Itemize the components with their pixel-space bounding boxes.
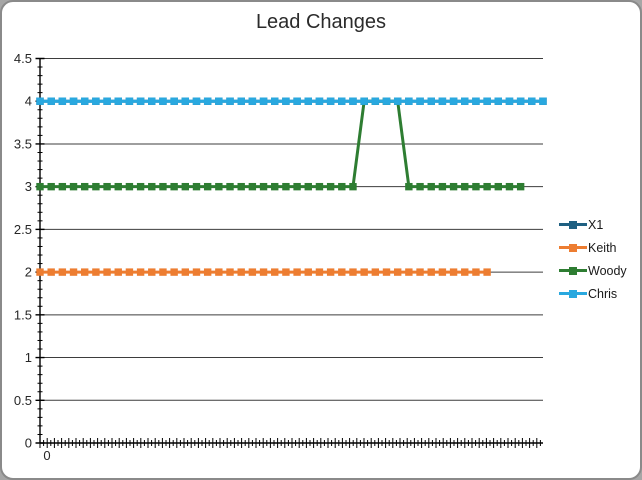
legend-key-x1 (559, 220, 587, 229)
legend-item-woody: Woody (559, 259, 627, 282)
svg-text:0: 0 (25, 436, 32, 451)
svg-text:4: 4 (25, 94, 32, 109)
svg-text:2.5: 2.5 (14, 222, 32, 237)
legend-label-keith: Keith (588, 240, 617, 255)
legend-key-keith (559, 243, 587, 252)
legend-label-chris: Chris (588, 286, 618, 301)
legend-label-woody: Woody (588, 263, 627, 278)
legend-square-marker-icon (569, 243, 577, 252)
chart-title: Lead Changes (255, 11, 387, 33)
legend-label-x1: X1 (588, 217, 604, 232)
chart-legend: X1 Keith Woody Chris (559, 213, 627, 305)
legend-square-marker-icon (569, 220, 577, 229)
legend-item-x1: X1 (559, 213, 627, 236)
svg-text:0.5: 0.5 (14, 393, 32, 408)
legend-square-marker-icon (569, 266, 577, 275)
svg-text:4.5: 4.5 (14, 51, 32, 66)
svg-text:1.5: 1.5 (14, 307, 32, 322)
svg-text:3.5: 3.5 (14, 136, 32, 151)
svg-text:1: 1 (25, 350, 32, 365)
legend-item-keith: Keith (559, 236, 627, 259)
legend-key-chris (559, 289, 587, 298)
legend-item-chris: Chris (559, 282, 627, 305)
svg-text:0: 0 (43, 448, 50, 463)
legend-key-woody (559, 266, 587, 275)
svg-text:3: 3 (25, 179, 32, 194)
legend-square-marker-icon (569, 289, 577, 298)
svg-text:2: 2 (25, 265, 32, 280)
